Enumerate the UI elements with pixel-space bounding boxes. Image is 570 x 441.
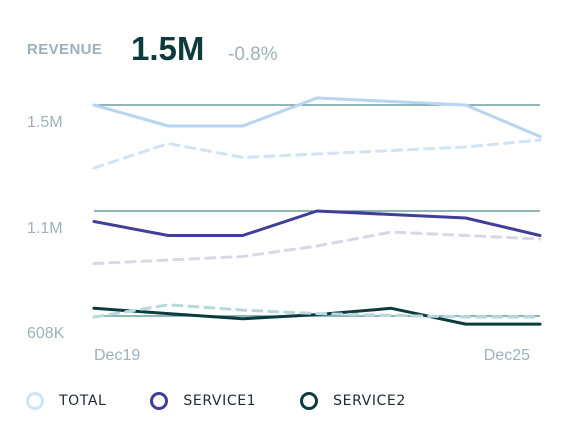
series-line-service2-dashed	[92, 303, 542, 319]
legend-item-service2[interactable]: SERVICE2	[300, 392, 406, 410]
series-line-service1-solid	[92, 209, 542, 237]
y-tick-label-1: 1.1M	[27, 220, 63, 237]
metric-change: -0.8%	[228, 44, 278, 65]
metric-value: 1.5M	[131, 30, 205, 67]
legend-total-marker-icon	[26, 392, 44, 410]
legend-item-service1[interactable]: SERVICE1	[150, 392, 256, 410]
series-line-service1-dashed	[92, 230, 542, 265]
legend-item-total[interactable]: TOTAL	[26, 392, 106, 410]
y-tick-label-2: 608K	[27, 325, 65, 342]
legend-service2-marker-icon	[300, 392, 319, 410]
metric-title: REVENUE	[27, 41, 103, 58]
chart-legend: TOTAL SERVICE1 SERVICE2	[26, 392, 450, 410]
series-line-total-solid	[92, 96, 542, 138]
x-tick-label-0: Dec19	[94, 347, 140, 364]
legend-service2-label: SERVICE2	[333, 393, 406, 409]
legend-service1-label: SERVICE1	[183, 393, 257, 409]
series-line-total-dashed	[92, 138, 542, 170]
legend-service1-marker-icon	[150, 392, 169, 410]
x-tick-label-1: Dec25	[484, 347, 530, 364]
legend-total-label: TOTAL	[59, 393, 107, 409]
y-tick-label-0: 1.5M	[27, 114, 63, 131]
